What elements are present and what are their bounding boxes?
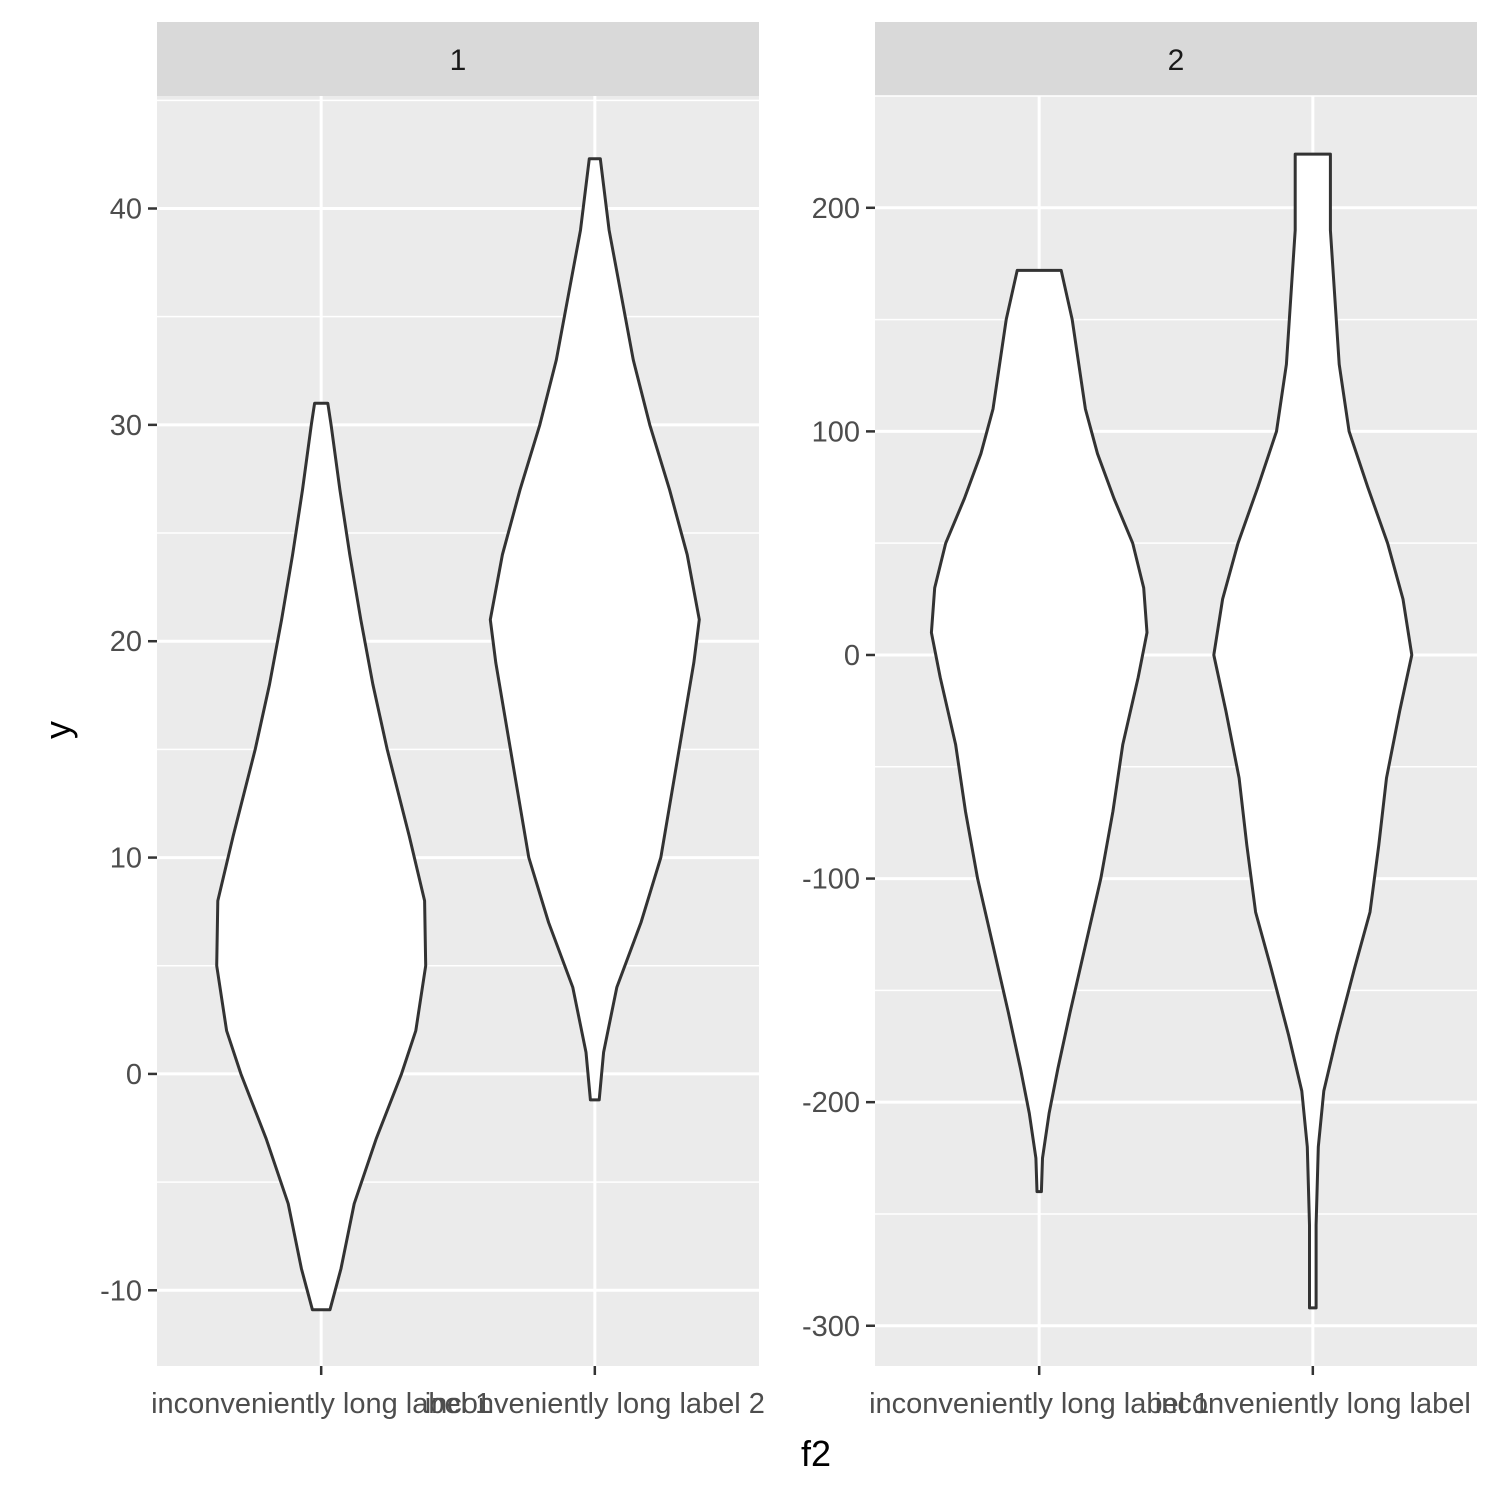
facet-panel-1: 1 -10 0 10 20 30 40 inconveniently long label 1…: [100, 22, 765, 1420]
y-tick-label: 30: [110, 410, 142, 442]
x-tick-label: inconveniently long label: [1155, 1388, 1471, 1420]
y-tick-label: 100: [812, 416, 860, 448]
violin-1: [215, 401, 428, 1312]
y-tick-label: -300: [802, 1311, 860, 1343]
x-tick-label: inconveniently long label 1: [869, 1388, 1209, 1420]
facet-strip-label: 1: [450, 44, 467, 77]
y-axis-title: y: [37, 721, 78, 739]
x-axis-title: f2: [801, 1433, 831, 1474]
y-tick-label: 10: [110, 843, 142, 875]
y-tick-label: -200: [802, 1087, 860, 1119]
facet-strip-label: 2: [1168, 44, 1185, 77]
facet-panel-2: 2 -300 -200 -100 0 100 200 inconveniently long …: [802, 22, 1477, 1420]
violin-2: [488, 157, 701, 1102]
y-tick-label: 20: [110, 626, 142, 658]
y-tick-label: -100: [802, 864, 860, 896]
x-tick-label: inconveniently long label 2: [425, 1388, 765, 1420]
x-tick-label: inconveniently long label 1: [151, 1388, 491, 1420]
facet-strip: [875, 22, 1477, 96]
y-tick-label: -10: [100, 1275, 142, 1307]
violin-1: [929, 268, 1149, 1194]
violin-2: [1212, 152, 1414, 1310]
y-tick-label: 0: [126, 1059, 142, 1091]
y-tick-label: 0: [844, 640, 860, 672]
y-tick-label: 200: [812, 193, 860, 225]
facet-strip: [157, 22, 759, 96]
y-tick-label: 40: [110, 194, 142, 226]
